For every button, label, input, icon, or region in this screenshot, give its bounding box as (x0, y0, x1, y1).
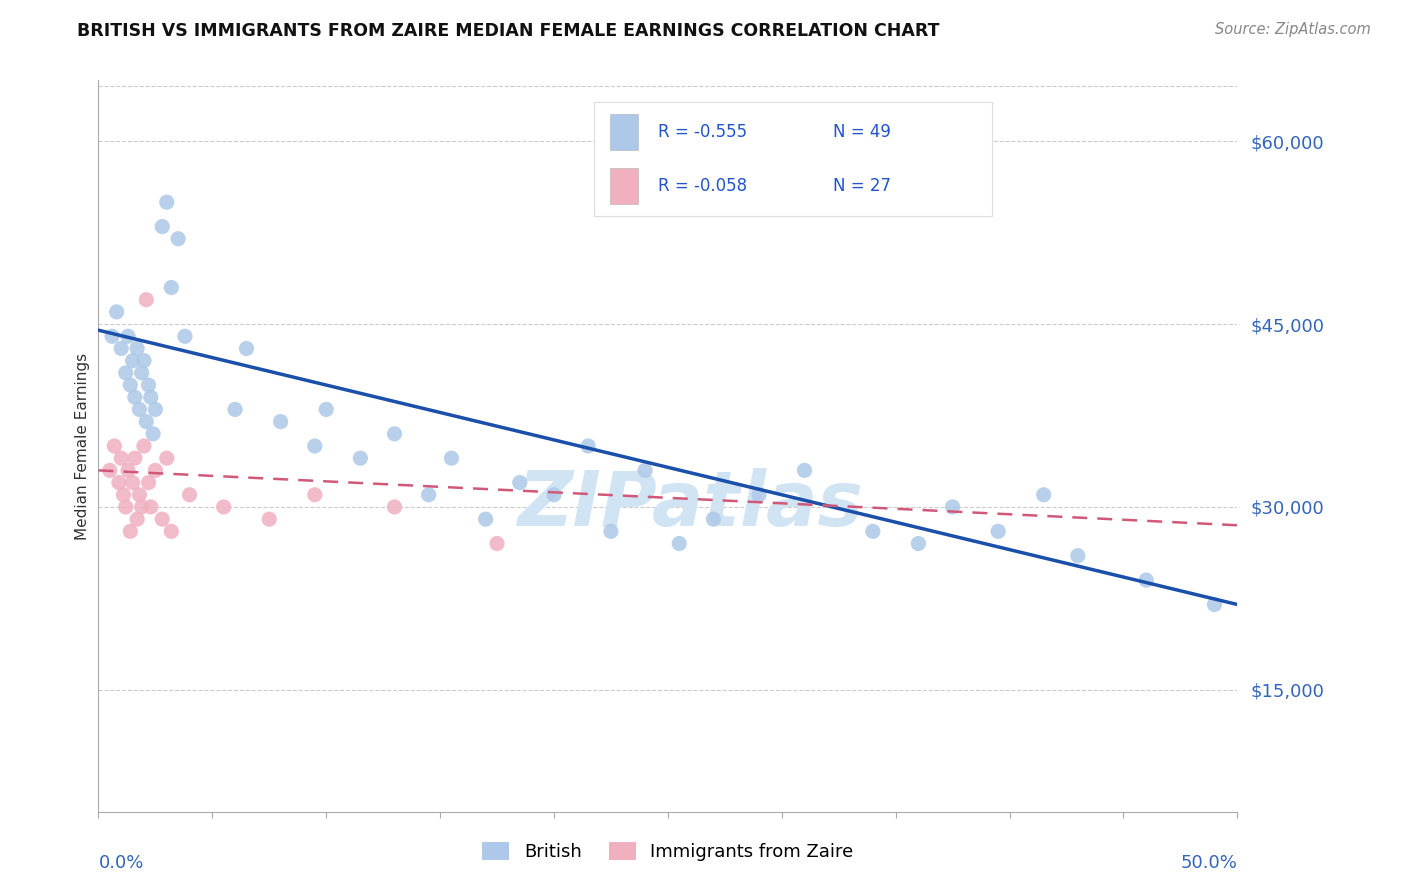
Point (384, 500, 406, 514)
Point (235, 342, 257, 356)
Point (124, 390, 146, 404)
Point (702, 512, 724, 526)
Point (668, 536, 690, 550)
Point (793, 463, 815, 477)
Point (131, 500, 153, 514)
Point (145, 463, 167, 477)
Point (142, 426, 165, 441)
Point (486, 536, 509, 550)
Point (139, 390, 162, 404)
Text: ZIPatlas: ZIPatlas (517, 467, 863, 541)
Point (862, 524, 884, 539)
Point (127, 512, 149, 526)
Point (349, 451, 371, 466)
Text: 0.0%: 0.0% (98, 855, 143, 872)
Point (174, 329, 197, 343)
Point (270, 415, 292, 429)
Y-axis label: Median Female Earnings: Median Female Earnings (75, 352, 90, 540)
Point (748, 488, 770, 502)
Point (98, 463, 121, 477)
Point (128, 488, 150, 502)
Point (150, 512, 173, 526)
Point (114, 366, 136, 380)
Point (600, 524, 623, 539)
Point (108, 475, 131, 490)
Point (224, 402, 246, 417)
Point (138, 475, 160, 490)
Point (117, 463, 139, 477)
Point (907, 536, 929, 550)
Point (160, 280, 183, 294)
Point (474, 512, 496, 526)
Text: 50.0%: 50.0% (1181, 855, 1237, 872)
Point (942, 500, 965, 514)
Point (124, 451, 146, 466)
Point (132, 439, 155, 453)
Point (121, 353, 143, 368)
Point (150, 219, 173, 234)
Point (135, 293, 157, 307)
Point (105, 305, 128, 319)
Point (384, 426, 406, 441)
Point (259, 512, 281, 526)
Point (145, 402, 167, 417)
Point (156, 195, 179, 210)
Point (1067, 549, 1090, 563)
Point (139, 500, 162, 514)
Point (304, 488, 326, 502)
Point (543, 488, 565, 502)
Point (110, 342, 132, 356)
Point (128, 402, 150, 417)
Point (110, 451, 132, 466)
Point (131, 366, 153, 380)
Point (987, 524, 1010, 539)
Point (418, 488, 440, 502)
Point (509, 475, 531, 490)
Point (135, 415, 157, 429)
Point (315, 402, 337, 417)
Point (132, 353, 155, 368)
Point (121, 475, 143, 490)
Point (117, 329, 139, 343)
Point (1204, 598, 1226, 612)
Point (127, 342, 149, 356)
Point (138, 378, 160, 392)
Point (576, 439, 599, 453)
Point (101, 329, 124, 343)
Text: BRITISH VS IMMIGRANTS FROM ZAIRE MEDIAN FEMALE EARNINGS CORRELATION CHART: BRITISH VS IMMIGRANTS FROM ZAIRE MEDIAN … (77, 22, 939, 40)
Point (167, 232, 190, 246)
Point (179, 488, 201, 502)
Point (156, 451, 179, 466)
Point (212, 500, 235, 514)
Legend: British, Immigrants from Zaire: British, Immigrants from Zaire (475, 835, 860, 869)
Point (160, 524, 183, 539)
Point (114, 500, 136, 514)
Point (120, 378, 142, 392)
Point (112, 488, 135, 502)
Point (440, 451, 463, 466)
Point (103, 439, 125, 453)
Point (1135, 573, 1157, 587)
Point (1032, 488, 1054, 502)
Point (634, 463, 657, 477)
Point (304, 439, 326, 453)
Text: Source: ZipAtlas.com: Source: ZipAtlas.com (1215, 22, 1371, 37)
Point (120, 524, 142, 539)
